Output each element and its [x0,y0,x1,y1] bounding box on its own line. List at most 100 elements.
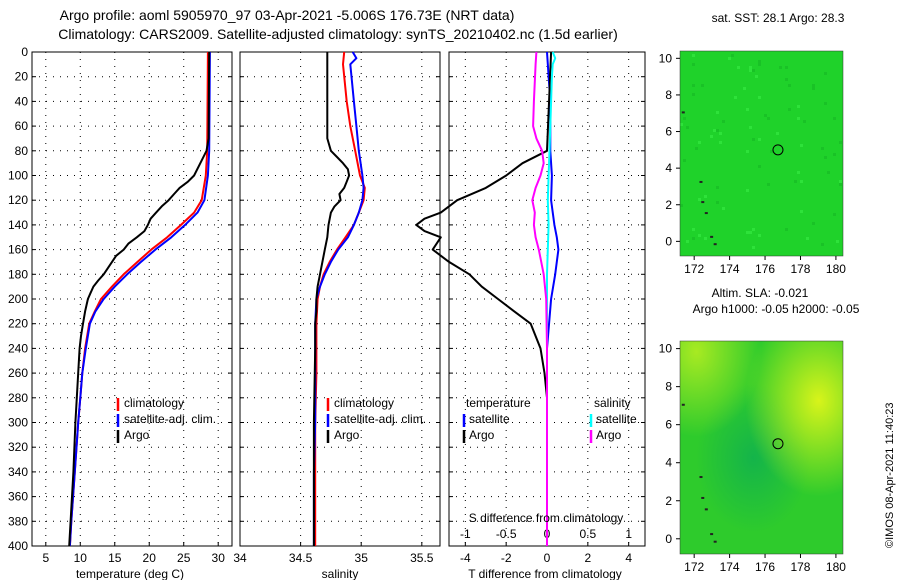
map-lat-label: 0 [665,532,672,546]
island-marker [704,508,708,511]
salinity-axis-label: salinity [322,567,359,580]
sst-pixel [749,126,752,129]
depth-axis: 0 20 40 60 80 100 120 140 160 180 200 220 240 260 280 3… [8,45,645,553]
sla-map-axes: 172 174 176 178 180 10 8 6 4 2 0 [659,342,847,574]
island-marker [710,235,714,238]
sst-pixel [824,102,827,105]
map-lat-label: 0 [665,234,672,248]
depth-tick-label: 20 [15,70,29,84]
legend-climatology: climatology [334,396,394,410]
sst-pixel [692,54,695,57]
map-lon-label: 174 [720,262,740,276]
sst-pixel [821,147,824,150]
legend-t-satellite: satellite [469,412,510,426]
sst-pixel [749,231,752,234]
sst-pixel [779,66,782,69]
sst-map-axes: 172 174 176 178 180 10 8 6 4 2 0 [659,51,847,276]
depth-tick-label: 180 [8,267,28,281]
sst-pixel [692,228,695,231]
sst-pixel [716,201,719,204]
legend-climatology: climatology [124,396,184,410]
t-diff-tick-label: 2 [584,551,591,565]
sla-map-subtitle: Argo h1000: -0.05 h2000: -0.05 [693,302,860,316]
temperature-tick-label: 5 [42,551,49,565]
s-diff-axis-label: S difference from climatology [469,511,624,525]
sst-pixel [752,246,755,249]
sst-pixel [722,207,725,210]
sst-map-texture [680,54,842,249]
sst-pixel [788,108,791,111]
sst-pixel [794,180,797,183]
sst-pixel [806,237,809,240]
island-marker [704,212,708,215]
legend-argo: Argo [124,428,150,442]
temperature-panel [31,51,233,547]
sst-pixel [797,117,800,120]
sst-pixel [743,87,746,90]
legend-satellite-adj: satellite-adj. clim. [124,412,216,426]
sst-pixel [752,138,755,141]
depth-tick-label: 280 [8,391,28,405]
sst-pixel [824,72,827,75]
salinity-tick-label: 35.5 [410,551,434,565]
sst-pixel [821,243,824,246]
sst-pixel [788,84,791,87]
sst-pixel [824,156,827,159]
map-lon-label: 180 [826,560,846,574]
sst-pixel [746,108,749,111]
depth-tick-label: 380 [8,514,28,528]
salinity-profile-climatology-line [314,51,366,546]
depth-tick-label: 40 [15,94,29,108]
sst-pixel [716,111,719,114]
difference-legend: temperature satellite Argo salinity sate… [462,396,637,443]
temperature-axis-label: temperature (deg C) [76,567,184,580]
map-lat-label: 10 [659,342,673,356]
sst-pixel [758,234,761,237]
sst-pixel [698,141,701,144]
sst-pixel [728,57,731,60]
temperature-tick-label: 30 [212,551,226,565]
island-marker [699,180,703,183]
temperature-legend: climatology satellite-adj. clim. Argo [116,396,216,443]
depth-tick-label: 320 [8,440,28,454]
temperature-tick-label: 25 [177,551,191,565]
sst-pixel [812,84,815,87]
sla-map-high-east [680,341,843,554]
t-diff-tick-label: 4 [625,551,632,565]
map-lon-label: 176 [755,560,775,574]
x-axes: 5 10 15 20 25 30 34 34.5 35 35.5 -4 -2 0 2 4-1 -0.5 0 0.5… [42,527,632,565]
island-marker [681,111,685,114]
sst-pixel [716,129,719,132]
sst-pixel [692,93,695,96]
map-lon-label: 172 [684,560,704,574]
map-lat-label: 8 [665,88,672,102]
sst-pixel [686,240,689,243]
sst-pixel [749,69,752,72]
sst-pixel [737,66,740,69]
sst-pixel [719,141,722,144]
map-lat-label: 2 [665,198,672,212]
sst-pixel [785,78,788,81]
title-line-1: Argo profile: aoml 5905970_97 03-Apr-202… [60,7,515,23]
difference-profile-t-argo-line [415,51,553,546]
argo-location-marker [772,144,784,156]
depth-tick-label: 400 [8,539,28,553]
sst-pixel [839,180,842,183]
sst-pixel [758,138,761,141]
depth-tick-label: 240 [8,341,28,355]
sst-pixel [698,198,701,201]
island-marker [713,243,717,246]
sst-pixel [764,114,767,117]
map-lat-label: 4 [665,161,672,175]
depth-tick-label: 360 [8,490,28,504]
sst-pixel [710,135,713,138]
sla-map-frame [679,340,844,555]
island-marker [699,476,703,479]
sst-pixel [752,228,755,231]
sst-pixel [776,132,779,135]
map-lon-label: 176 [755,262,775,276]
sst-pixel [683,117,686,120]
sst-pixel [704,195,707,198]
map-lat-label: 2 [665,494,672,508]
